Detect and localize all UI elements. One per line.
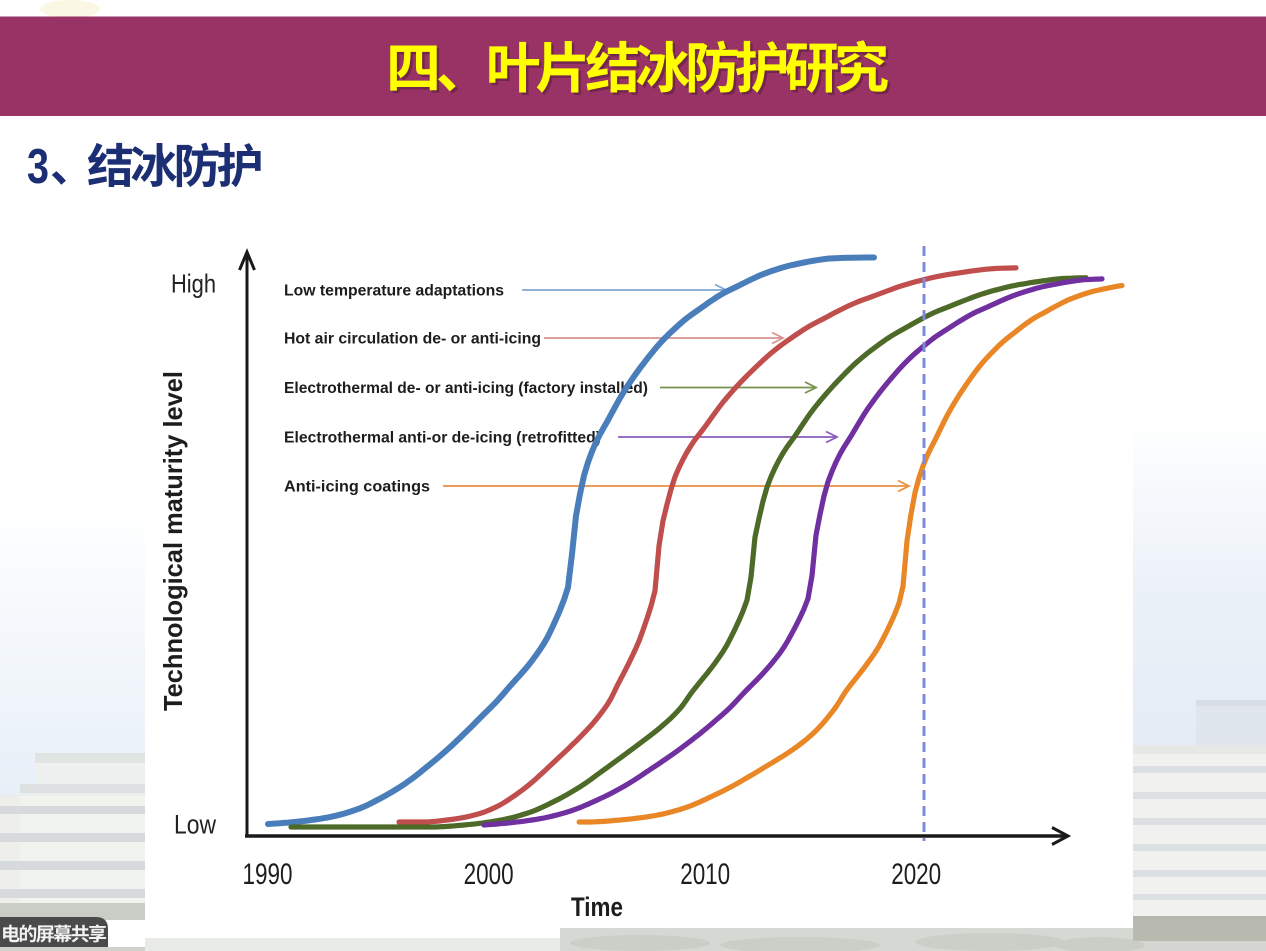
svg-text:Hot air circulation de- or ant: Hot air circulation de- or anti-icing (284, 331, 541, 348)
svg-text:2010: 2010 (680, 858, 730, 891)
svg-text:Low temperature adaptations: Low temperature adaptations (284, 283, 504, 300)
svg-text:Low: Low (174, 810, 217, 840)
svg-text:High: High (171, 269, 216, 299)
svg-text:Time: Time (571, 892, 623, 922)
svg-text:1990: 1990 (243, 858, 293, 891)
svg-text:2000: 2000 (464, 858, 514, 891)
svg-text:2020: 2020 (891, 858, 941, 891)
svg-text:Technological maturity level: Technological maturity level (158, 371, 188, 711)
svg-text:Electrothermal de- or anti-ici: Electrothermal de- or anti-icing (factor… (284, 380, 648, 397)
svg-text:Anti-icing coatings: Anti-icing coatings (284, 479, 430, 496)
svg-text:3: 3 (27, 140, 49, 194)
svg-text:Electrothermal anti-or de-icin: Electrothermal anti-or de-icing (retrofi… (284, 430, 601, 447)
